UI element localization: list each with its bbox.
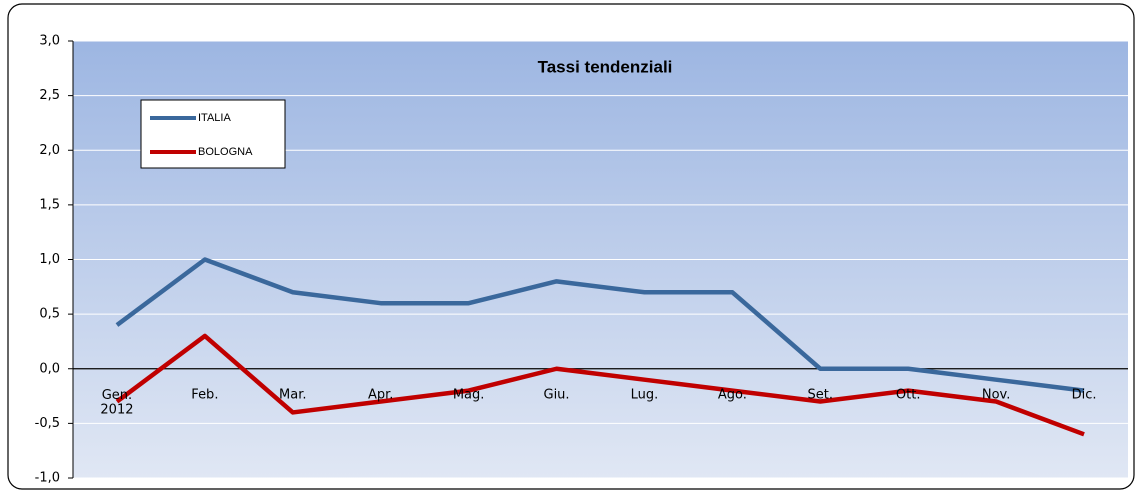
x-tick-label: Nov. [982, 387, 1011, 402]
y-tick-label: 1,5 [39, 197, 60, 212]
x-tick-label: Ott. [896, 387, 921, 402]
y-tick-label: 1,0 [39, 252, 60, 267]
x-tick-label: Feb. [191, 387, 218, 402]
x-tick-label: Lug. [631, 387, 659, 402]
data-line [115, 257, 1085, 393]
y-tick-label: 2,0 [39, 143, 60, 158]
chart-title: Tassi tendenziali [538, 57, 673, 76]
x-tick-label: Gen. 2012 [100, 387, 133, 417]
x-tick-label: Giu. [544, 387, 570, 402]
y-tick-label: 0,5 [39, 307, 60, 322]
legend [140, 99, 286, 169]
x-tick-label: Mar. [279, 387, 306, 402]
y-tick-label: 0,0 [39, 361, 60, 376]
x-tick-label: Apr. [368, 387, 393, 402]
x-tick-label: Set. [808, 387, 833, 402]
legend-label: BOLOGNA [198, 146, 253, 158]
y-tick-label: -0,5 [35, 416, 60, 431]
y-tick-label: 3,0 [39, 34, 60, 49]
y-tick-label: 2,5 [39, 88, 60, 103]
x-tick-label: Ago. [718, 387, 747, 402]
x-tick-label: Dic. [1072, 387, 1097, 402]
data-line [115, 333, 1085, 437]
x-tick-label: Mag. [453, 387, 485, 402]
y-tick-label: -1,0 [35, 471, 60, 486]
legend-label: ITALIA [198, 112, 231, 124]
